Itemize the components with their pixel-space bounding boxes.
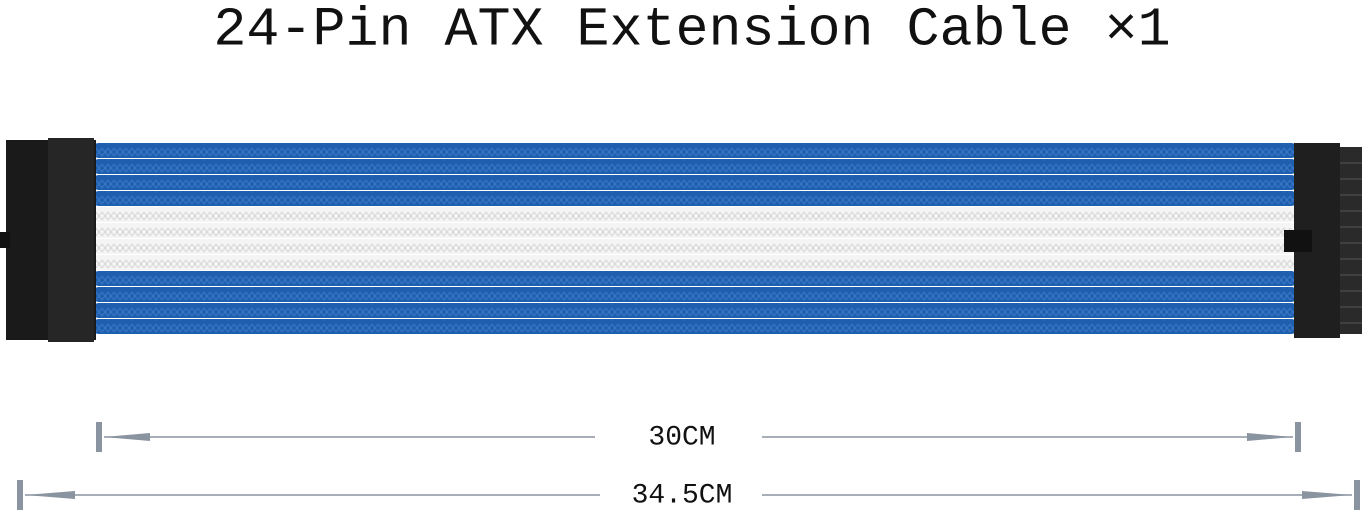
wires [92,143,1298,334]
right-connector [1284,143,1362,338]
dimension-34-5 [17,480,1360,510]
dimension-label: 30CM [648,422,715,453]
title: 24-Pin ATX Extension Cable ×1 [213,0,1170,62]
left-connector [0,138,96,342]
dimension-30 [96,422,1301,452]
dimension-label: 34.5CM [632,480,733,511]
